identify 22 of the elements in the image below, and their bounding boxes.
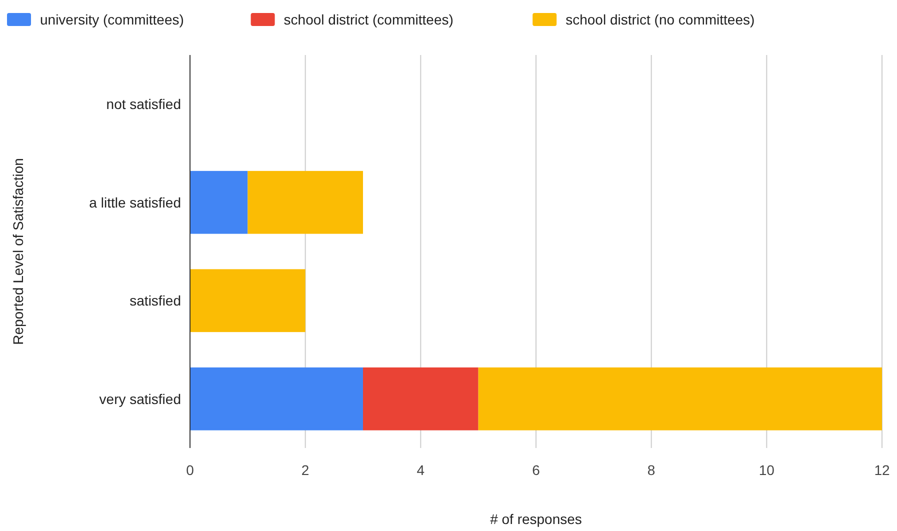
x-tick-label: 10 (758, 462, 775, 478)
y-tick-label: satisfied (130, 292, 181, 309)
legend-label: school district (committees) (284, 12, 454, 28)
legend-label: school district (no committees) (566, 12, 755, 28)
bar (190, 170, 248, 234)
x-tick-label: 2 (301, 462, 310, 478)
bar (248, 170, 363, 234)
y-axis-title: Reported Level of Satisfaction (10, 158, 26, 345)
y-tick-label: not satisfied (106, 96, 181, 112)
x-tick-label: 6 (532, 462, 540, 478)
bar (190, 269, 306, 332)
y-tick-label: very satisfied (99, 390, 181, 407)
x-tick-label: 0 (186, 462, 194, 478)
bar (190, 367, 363, 430)
x-tick-label: 8 (647, 462, 656, 478)
bar (363, 367, 478, 430)
x-tick-label: 4 (416, 462, 425, 478)
legend-label: university (committees) (40, 12, 184, 28)
bar (478, 367, 882, 430)
x-axis-title: # of responses (490, 511, 582, 527)
x-tick-label: 12 (874, 462, 890, 478)
y-tick-label: a little satisfied (89, 194, 181, 210)
